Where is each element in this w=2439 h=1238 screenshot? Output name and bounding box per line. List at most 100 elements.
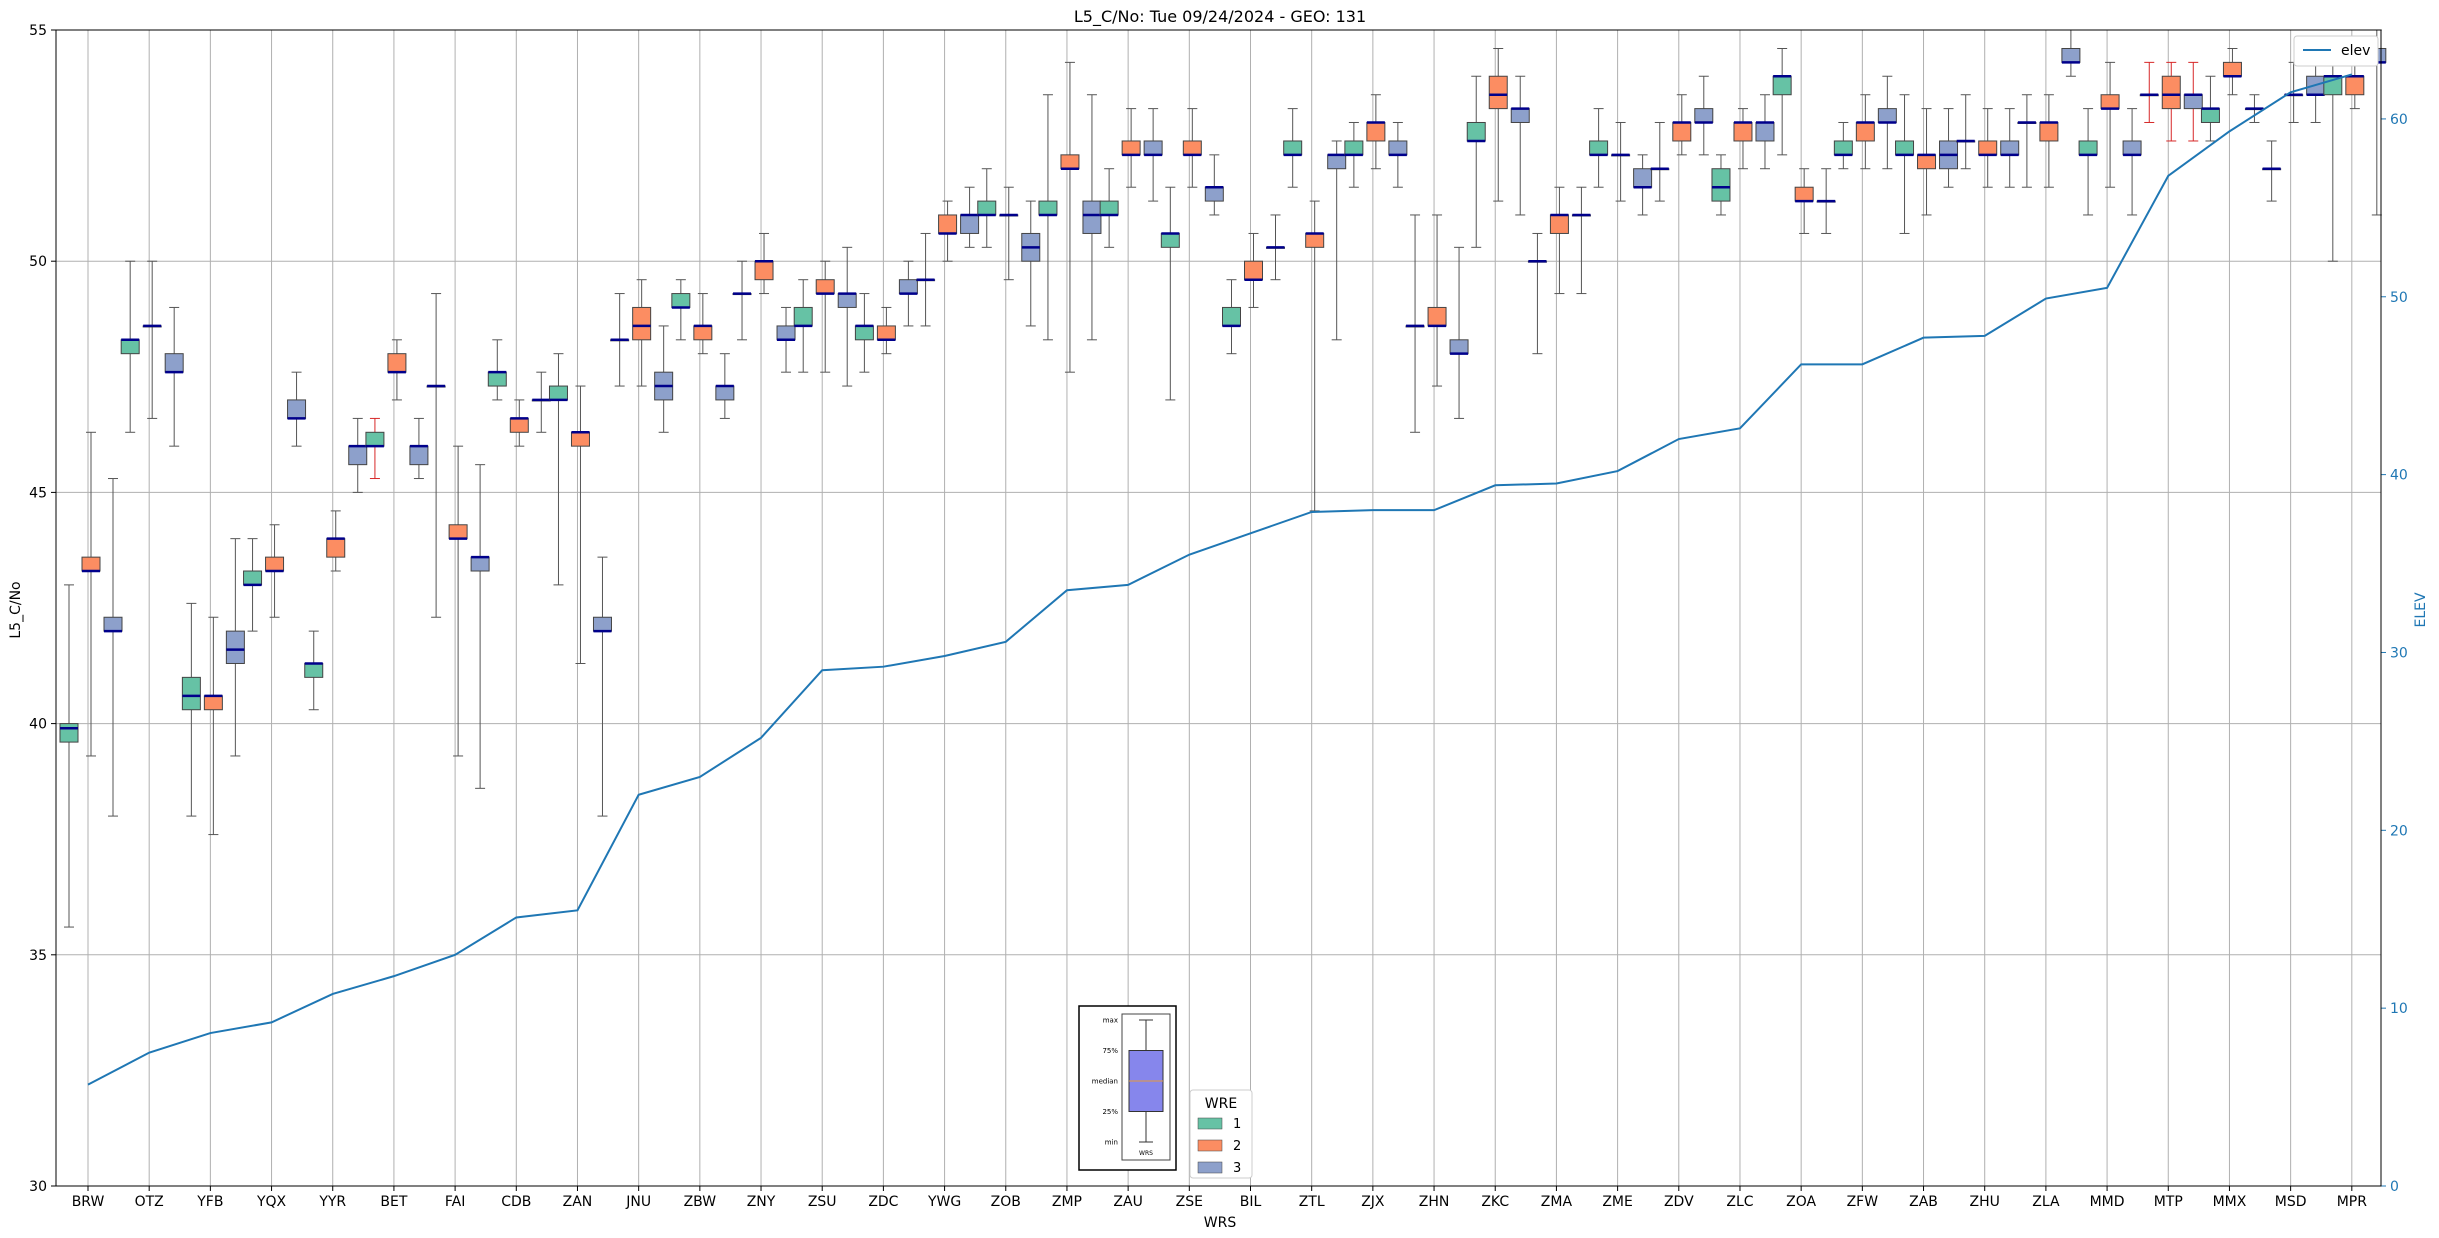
x-tick-label: MSD (2275, 1194, 2307, 1210)
x-tick-label: BIL (1240, 1194, 1262, 1210)
inset-label: 25% (1102, 1108, 1118, 1116)
box-iqr (2183, 94, 2203, 110)
x-tick-label: ZHU (1970, 1194, 2000, 1210)
box-BIL-3 (1266, 214, 1285, 281)
x-tick-label: ZKC (1481, 1194, 1509, 1210)
inset-labels: max 75% median 25% min (1092, 1017, 1119, 1147)
wre-legend-label: 3 (1233, 1161, 1241, 1176)
box-YFB-3 (225, 538, 245, 757)
box-MSD-1 (2262, 140, 2282, 202)
box-iqr (815, 279, 835, 295)
wre-legend-box (1189, 1089, 1253, 1179)
x-tick-label: YFB (196, 1194, 223, 1210)
x-tick-label: ZNY (747, 1194, 776, 1210)
box-ZTL-1 (1283, 108, 1303, 188)
box-ZMP-3 (1082, 94, 1102, 341)
y2-tick-label: 40 (2390, 468, 2408, 484)
box-iqr (2100, 94, 2120, 110)
box-MMX-1 (2200, 75, 2220, 142)
box-ZKC-2 (1488, 47, 1508, 202)
box-ZAB-2 (1917, 108, 1937, 216)
box-CDB-2 (509, 399, 529, 447)
y-tick-label: 45 (29, 485, 47, 501)
box-ZMP-2 (1060, 61, 1080, 373)
box-iqr (570, 431, 590, 447)
x-tick-label: ZAN (563, 1194, 593, 1210)
box-BRW-2 (81, 431, 101, 757)
box-iqr (1855, 121, 1875, 142)
box-iqr (409, 445, 429, 466)
x-tick-label: ZHN (1419, 1194, 1450, 1210)
box-iqr (1794, 186, 1814, 202)
box-iqr (1772, 75, 1792, 96)
box-ZHN-1 (1405, 214, 1425, 433)
x-tick-label: MMD (2090, 1194, 2125, 1210)
box-ZFW-1 (1833, 121, 1853, 170)
x-tick-label: MMX (2213, 1194, 2247, 1210)
box-YWG-3 (960, 186, 980, 248)
x-tick-label: ZOA (1786, 1194, 1816, 1210)
box-ZHN-3 (1449, 246, 1469, 419)
box-ZAB-1 (1895, 94, 1915, 234)
box-ZAB-3 (1939, 108, 1959, 188)
inset-x-label: WRS (1139, 1150, 1153, 1157)
x-tick-label: YWG (927, 1194, 961, 1210)
box-BIL-1 (1222, 279, 1241, 355)
box-iqr (1877, 108, 1897, 123)
box-ZBW-1 (671, 279, 691, 341)
box-FAI-3 (470, 464, 490, 789)
box-ZOB-1 (977, 168, 997, 248)
box-ZLA-1 (2017, 94, 2037, 188)
box-iqr (181, 676, 201, 711)
box-YWG-1 (916, 232, 936, 327)
box-iqr (1204, 186, 1224, 202)
box-iqr (243, 570, 263, 586)
box-ZFW-3 (1877, 75, 1897, 170)
box-iqr (1099, 200, 1119, 216)
box-iqr (1427, 306, 1447, 327)
box-iqr (1344, 140, 1364, 156)
wre-legend-label: 1 (1233, 1117, 1241, 1132)
x-tick-label: ZLA (2032, 1194, 2060, 1210)
x-tick-label: ZTL (1299, 1194, 1325, 1210)
y2-tick-label: 20 (2390, 823, 2408, 839)
wre-legend-swatch (1197, 1161, 1223, 1174)
box-iqr (1633, 168, 1653, 188)
box-ZMP-1 (1038, 94, 1058, 341)
box-iqr (837, 293, 857, 308)
wre-legend-swatch (1197, 1117, 1223, 1130)
box-JNU-1 (610, 293, 630, 387)
box-iqr (1283, 140, 1303, 156)
box-iqr (487, 371, 507, 387)
x-tick-label: ZDC (868, 1194, 898, 1210)
box-ZDV-3 (1694, 75, 1714, 156)
box-OTZ-1 (120, 260, 140, 433)
x-tick-label: ZBW (684, 1194, 717, 1210)
box-iqr (1388, 140, 1408, 156)
box-iqr (548, 385, 568, 401)
box-ZLC-3 (1755, 94, 1775, 170)
x-tick-label: CDB (501, 1194, 531, 1210)
y2-tick-label: 60 (2390, 112, 2408, 128)
y2-tick-label: 30 (2390, 645, 2408, 661)
box-ZHN-2 (1427, 214, 1447, 387)
wre-legend-label: 2 (1233, 1139, 1241, 1154)
box-MSD-2 (2284, 61, 2304, 123)
box-iqr (2078, 140, 2098, 156)
box-iqr (304, 662, 324, 678)
box-ZDC-2 (876, 306, 896, 355)
y-tick-label: 30 (29, 1179, 47, 1195)
box-ZJX-2 (1366, 94, 1386, 170)
inset-label: 75% (1102, 1047, 1118, 1055)
box-iqr (776, 325, 796, 341)
box-ZDV-2 (1672, 94, 1692, 156)
box-ZDC-1 (854, 293, 874, 373)
wre-legend-swatch (1197, 1139, 1223, 1152)
box-ZMA-1 (1527, 232, 1547, 355)
box-iqr (592, 616, 612, 632)
x-tick-label: ZAB (1909, 1194, 1938, 1210)
box-ZSU-1 (793, 279, 813, 373)
box-iqr (876, 325, 896, 341)
box-MTP-1 (2139, 61, 2159, 123)
box-ZKC-1 (1466, 75, 1486, 248)
